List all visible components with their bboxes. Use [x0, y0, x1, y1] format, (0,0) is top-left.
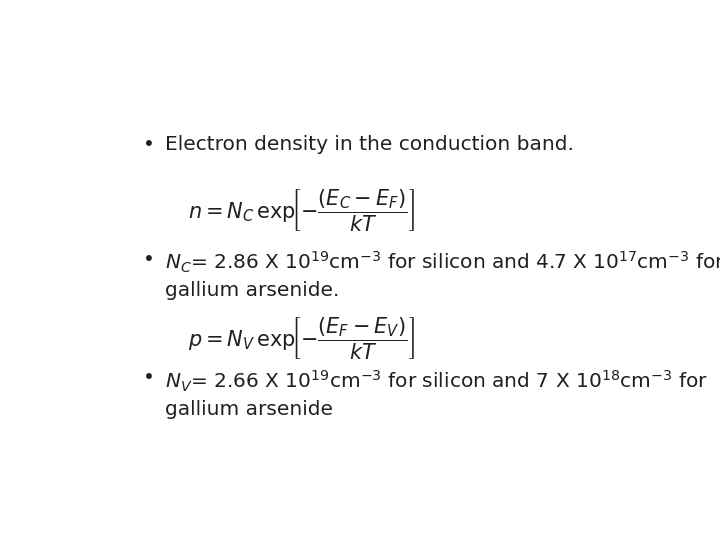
Text: $N_C$= 2.86 X 10$^{19}$cm$^{-3}$ for silicon and 4.7 X 10$^{17}$cm$^{-3}$ for: $N_C$= 2.86 X 10$^{19}$cm$^{-3}$ for sil… [166, 250, 720, 275]
Text: $\mathit{n} = \mathit{N_C}\,\mathrm{exp}\!\left[{-\dfrac{(E_C - E_F)}{kT}}\right: $\mathit{n} = \mathit{N_C}\,\mathrm{exp}… [188, 187, 415, 234]
Text: $\mathit{p} = \mathit{N_V}\,\mathrm{exp}\!\left[{-\dfrac{(E_F - E_V)}{kT}}\right: $\mathit{p} = \mathit{N_V}\,\mathrm{exp}… [188, 316, 415, 362]
Text: •: • [143, 136, 155, 154]
Text: gallium arsenide.: gallium arsenide. [166, 281, 340, 300]
Text: Electron density in the conduction band.: Electron density in the conduction band. [166, 136, 575, 154]
Text: $N_V$= 2.66 X 10$^{19}$cm$^{-3}$ for silicon and 7 X 10$^{18}$cm$^{-3}$ for: $N_V$= 2.66 X 10$^{19}$cm$^{-3}$ for sil… [166, 368, 708, 394]
Text: •: • [143, 250, 155, 269]
Text: •: • [143, 368, 155, 387]
Text: gallium arsenide: gallium arsenide [166, 400, 333, 419]
